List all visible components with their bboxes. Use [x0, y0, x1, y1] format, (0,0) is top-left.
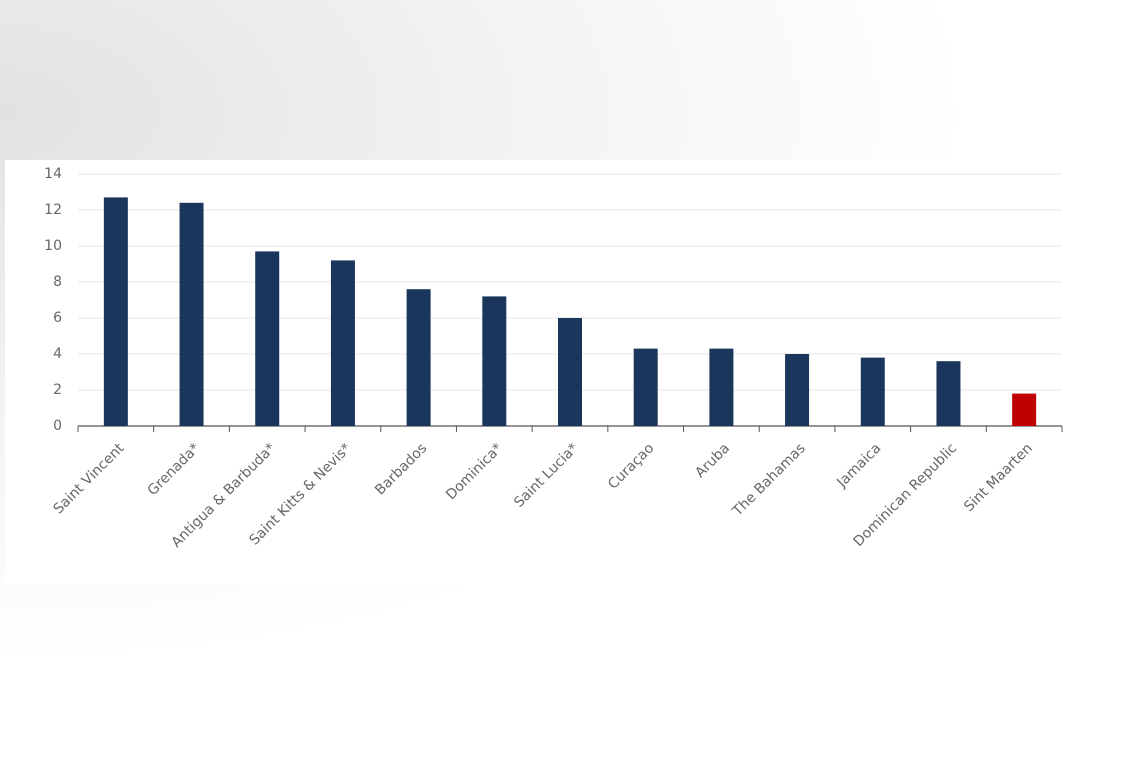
bar: [482, 296, 507, 426]
y-tick-label: 14: [44, 166, 62, 182]
bar: [406, 289, 431, 426]
y-tick-label: 4: [53, 346, 62, 362]
y-tick-label: 0: [53, 418, 62, 434]
bar: [633, 348, 658, 426]
y-tick-label: 10: [44, 238, 62, 254]
bar: [330, 260, 355, 426]
bar: [860, 357, 885, 426]
bar: [709, 348, 734, 426]
x-tick-label: Sint Maarten: [961, 440, 1036, 515]
x-tick-label: Dominica*: [443, 440, 506, 503]
bar: [936, 361, 961, 426]
x-tick-label: Barbados: [372, 440, 430, 498]
y-tick-label: 2: [53, 382, 62, 398]
y-tick-label: 8: [53, 274, 62, 290]
x-tick-label: Grenada*: [145, 440, 204, 499]
y-tick-label: 12: [44, 202, 62, 218]
bar: [558, 318, 582, 426]
bar: [103, 197, 128, 426]
bar: [255, 251, 280, 426]
bar: [179, 202, 204, 426]
y-tick-label: 6: [53, 310, 62, 326]
bar: [785, 354, 810, 426]
bar: [1012, 393, 1037, 426]
x-tick-label: Saint Vincent: [51, 440, 128, 517]
x-tick-label: Aruba: [692, 440, 733, 481]
x-tick-label: Curaçao: [605, 440, 657, 492]
x-tick-label: The Bahamas: [729, 440, 809, 520]
x-tick-label: Saint Lucia*: [511, 440, 582, 511]
x-tick-label: Jamaica: [833, 440, 884, 491]
